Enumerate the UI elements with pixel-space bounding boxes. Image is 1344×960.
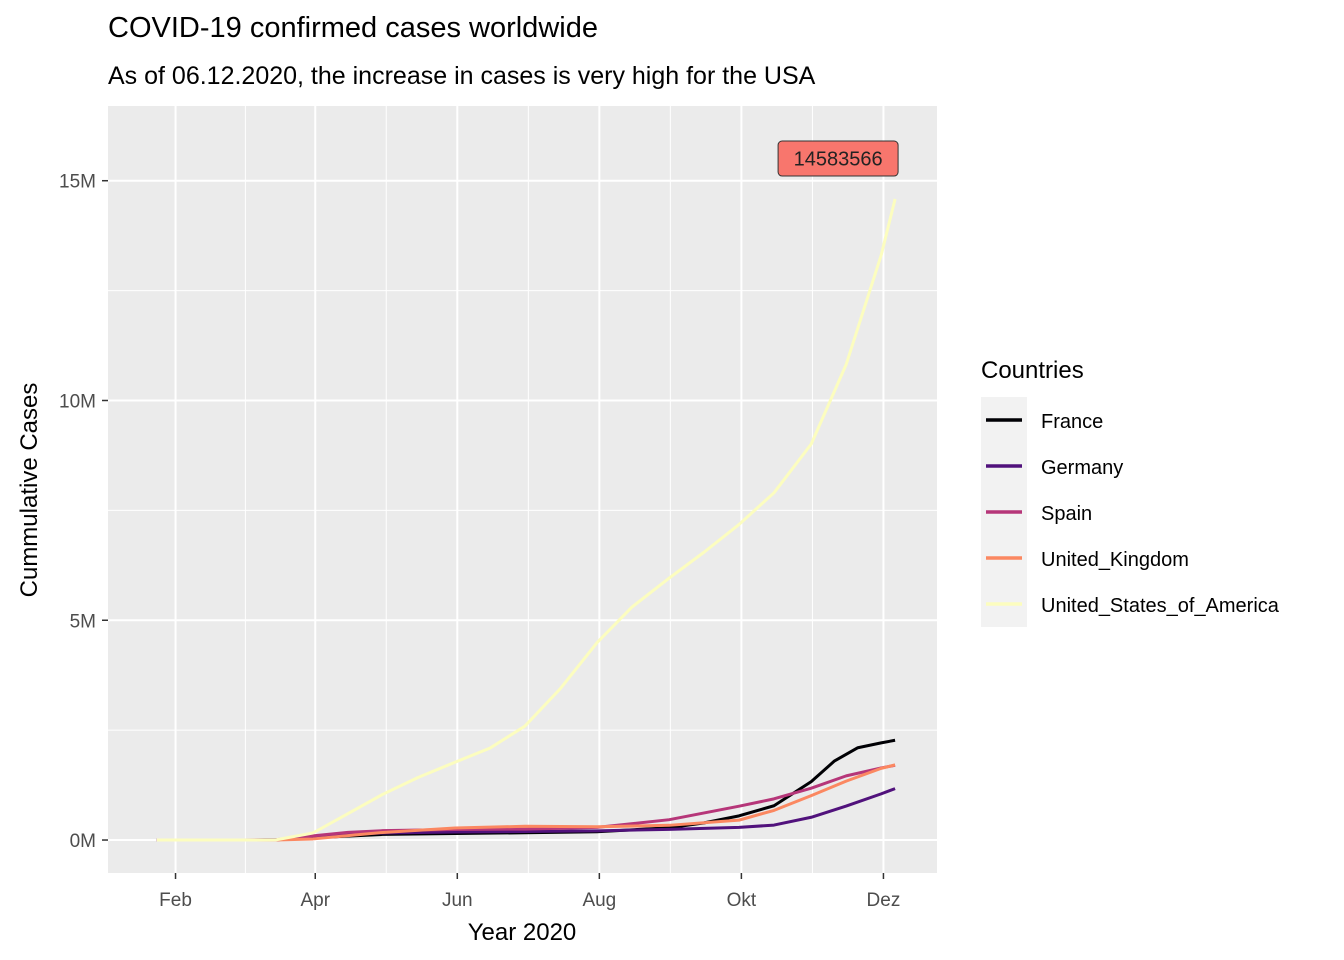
legend-item-label: Germany <box>1041 457 1123 479</box>
y-tick-label: 15M <box>59 172 96 193</box>
minor-gridlines <box>108 106 937 873</box>
chart-title: COVID-19 confirmed cases worldwide <box>108 12 598 44</box>
x-tick-label: Jun <box>442 890 473 911</box>
y-tick-label: 5M <box>70 611 96 632</box>
major-gridlines <box>108 106 937 873</box>
y-tick-label: 0M <box>70 831 96 852</box>
x-tick-label: Feb <box>159 890 192 911</box>
x-tick-label: Okt <box>727 890 757 911</box>
y-tick-label: 10M <box>59 391 96 412</box>
value-annotation: 14583566 <box>777 140 899 177</box>
x-tick-label: Aug <box>582 890 616 911</box>
plot-panel <box>108 106 937 873</box>
chart-subtitle: As of 06.12.2020, the increase in cases … <box>108 62 816 90</box>
legend-item-label: France <box>1041 411 1103 433</box>
series-line-united-kingdom <box>156 763 896 842</box>
x-axis-title: Year 2020 <box>468 919 577 946</box>
series-lines <box>156 198 897 842</box>
x-axis: Feb Apr Jun Aug Okt Dez <box>159 873 900 911</box>
series-line-united-states-of-america <box>156 198 897 842</box>
legend-item-label: United_States_of_America <box>1041 595 1280 617</box>
legend-title: Countries <box>981 357 1084 384</box>
annotation-label-box <box>777 140 899 177</box>
y-axis: 0M 5M 10M 15M <box>59 172 108 852</box>
y-axis-title: Cummulative Cases <box>16 383 43 598</box>
x-tick-label: Apr <box>300 890 330 911</box>
legend-item-label: Spain <box>1041 503 1092 525</box>
x-tick-label: Dez <box>867 890 901 911</box>
legend: Countries France Germany Spain United_Kingdo… <box>981 357 1280 627</box>
legend-item-label: United_Kingdom <box>1041 549 1189 571</box>
annotation-label-text: 14583566 <box>794 149 883 171</box>
